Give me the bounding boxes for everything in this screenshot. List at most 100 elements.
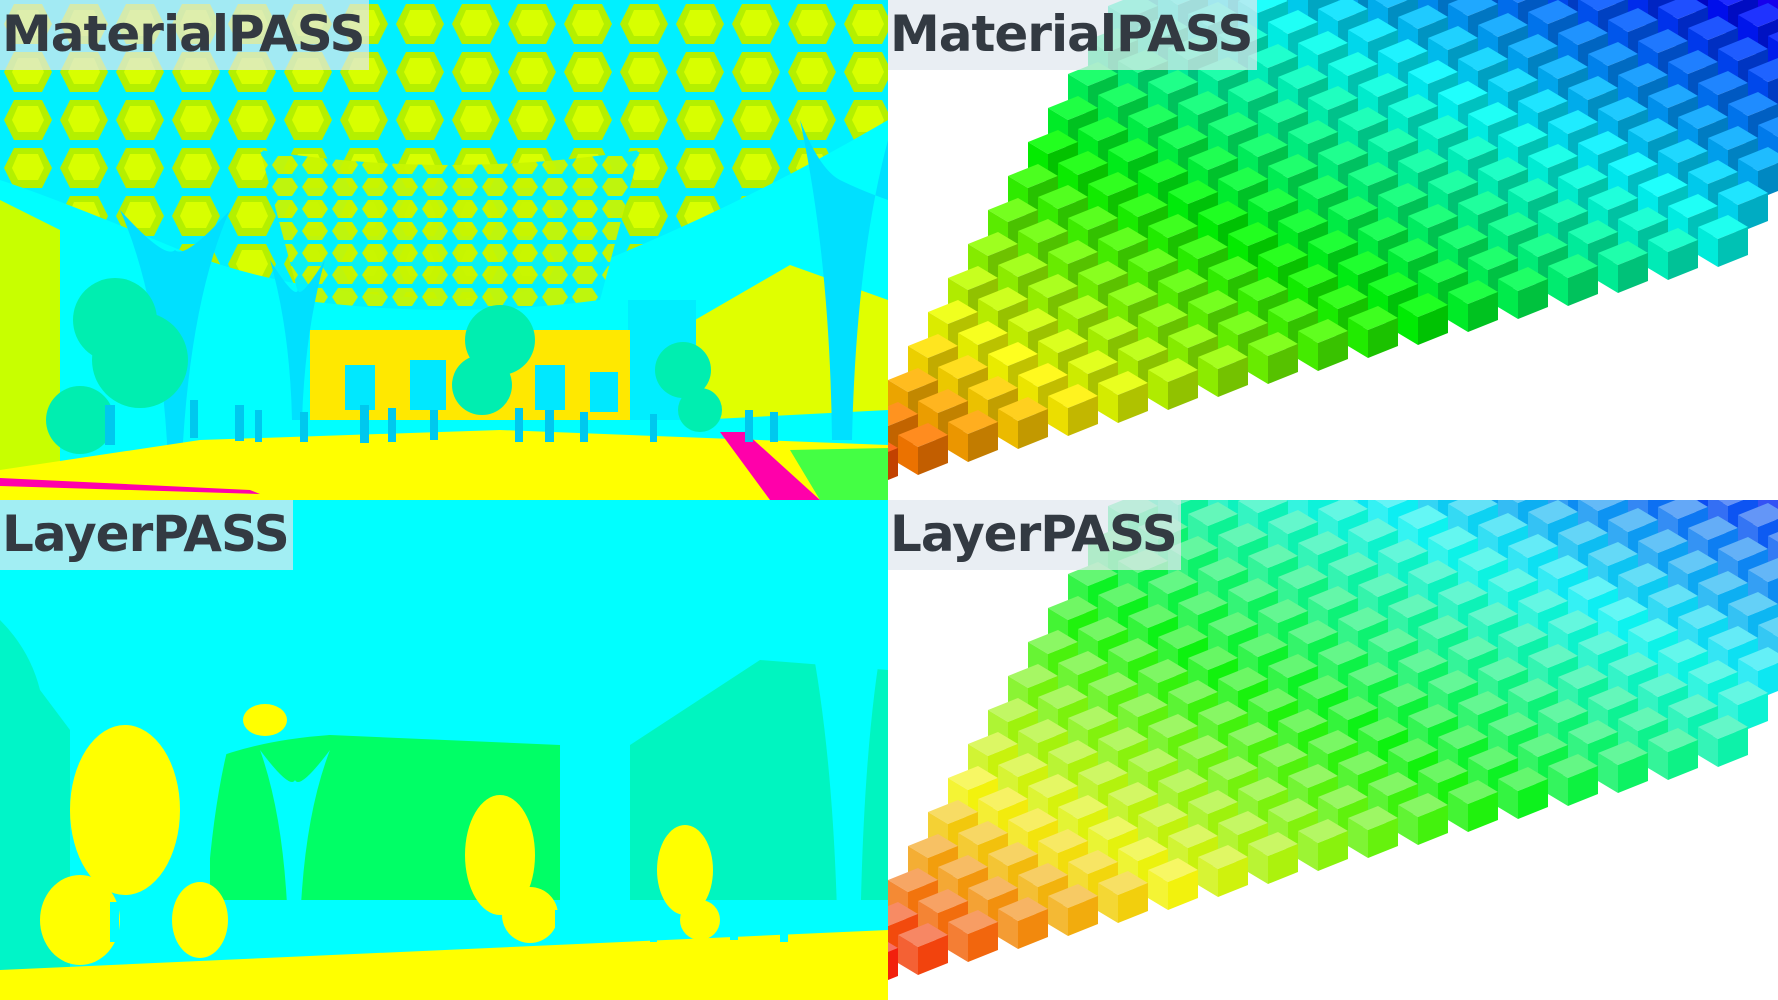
cube [1698,215,1748,267]
cube-face [1398,505,1448,529]
cube-face [1228,722,1278,746]
cube [998,397,1048,449]
cube-face [1648,240,1668,280]
cube-face [1638,529,1688,553]
cube-face [1068,350,1118,374]
cube-face [1248,344,1268,384]
cube-face [1198,845,1248,869]
cube-face [1768,32,1778,42]
cube-face [1308,730,1358,754]
cube-face [1218,667,1268,691]
cube-face [1148,70,1198,94]
cube-face [1018,363,1068,387]
cube-face [1088,672,1138,696]
cube-face [1238,500,1288,513]
cube-face [1398,649,1448,673]
cube-face [1338,251,1388,275]
cube-face [1008,164,1058,188]
cube-face [1758,617,1778,637]
cube-face [1588,686,1638,710]
layer-pass-label: LayerPASS [0,500,293,570]
cube-face [1658,139,1708,163]
cube [898,423,948,475]
cube-face [1518,233,1568,257]
cube [1398,293,1448,345]
cube-face [1578,631,1628,655]
cube-face [998,909,1018,949]
cube-face [1068,396,1098,436]
cube-face [1428,526,1478,550]
cube-face [1558,21,1608,45]
cube-face [1368,818,1398,858]
cube-face [1668,194,1718,218]
cube-face [1048,596,1098,620]
cube-face [1728,592,1778,616]
cube-face [908,334,958,358]
cube-face [1528,0,1578,24]
cube [1198,845,1248,897]
cube-face [1198,857,1218,897]
cube-face [1328,52,1378,76]
cube-face [1138,659,1188,683]
cube-face [1128,748,1178,772]
cube-face [1298,175,1348,199]
cube-face [1048,896,1068,936]
cube-face [1018,409,1048,449]
cube-face [1718,727,1748,767]
cube-face [1698,215,1748,239]
cube-face [1298,675,1348,699]
cube-face [1088,316,1138,340]
cube-face [1278,209,1328,233]
cube-face [1548,754,1598,778]
cube-face [1658,639,1708,663]
cube-face [1374,500,1408,508]
cube-face [1278,709,1328,733]
cube-face [1278,565,1328,589]
cube-face [1398,793,1448,817]
cube-face [948,910,998,934]
cube-face [1618,707,1668,731]
cube-face [1138,159,1188,183]
cube [1548,254,1598,306]
cube-face [1188,646,1238,670]
cube-face [1488,568,1538,592]
cube-face [1188,290,1238,314]
cube [1298,319,1348,371]
pavilion-layer-render [0,500,888,1000]
cube-face [888,368,938,392]
cube-face [998,897,1048,921]
cube-face [898,435,918,475]
cube-face [1568,220,1618,244]
cube-face [1438,581,1488,605]
cube-face [1188,146,1238,170]
cube-face [1508,534,1558,558]
cube-face [1148,858,1198,882]
cube-face [1418,259,1468,283]
cube-face [1028,630,1078,654]
cube-face [1448,636,1498,660]
cube-face [1718,500,1743,506]
cube-face [1328,552,1378,576]
cube-face [1498,767,1548,791]
cube-face [1688,16,1738,40]
cube [898,923,948,975]
cube-face [1348,306,1398,330]
cube [1048,384,1098,436]
cube-face [1058,651,1108,675]
cube-face [1578,131,1628,155]
cube-face [918,935,948,975]
cube-face [1458,47,1508,71]
cube-face [1058,295,1108,319]
cube-face [948,422,968,462]
cube-face [1178,735,1228,759]
cube-face [1579,500,1626,511]
cube-face [1478,157,1528,181]
cube-face [1608,152,1658,176]
cube-face [1438,81,1488,105]
cube [1648,728,1698,780]
cube-face [1588,42,1638,66]
cube-face [1118,383,1148,423]
cube-face [1238,633,1288,657]
cube-face [1628,118,1678,142]
cube-face [1528,644,1578,668]
